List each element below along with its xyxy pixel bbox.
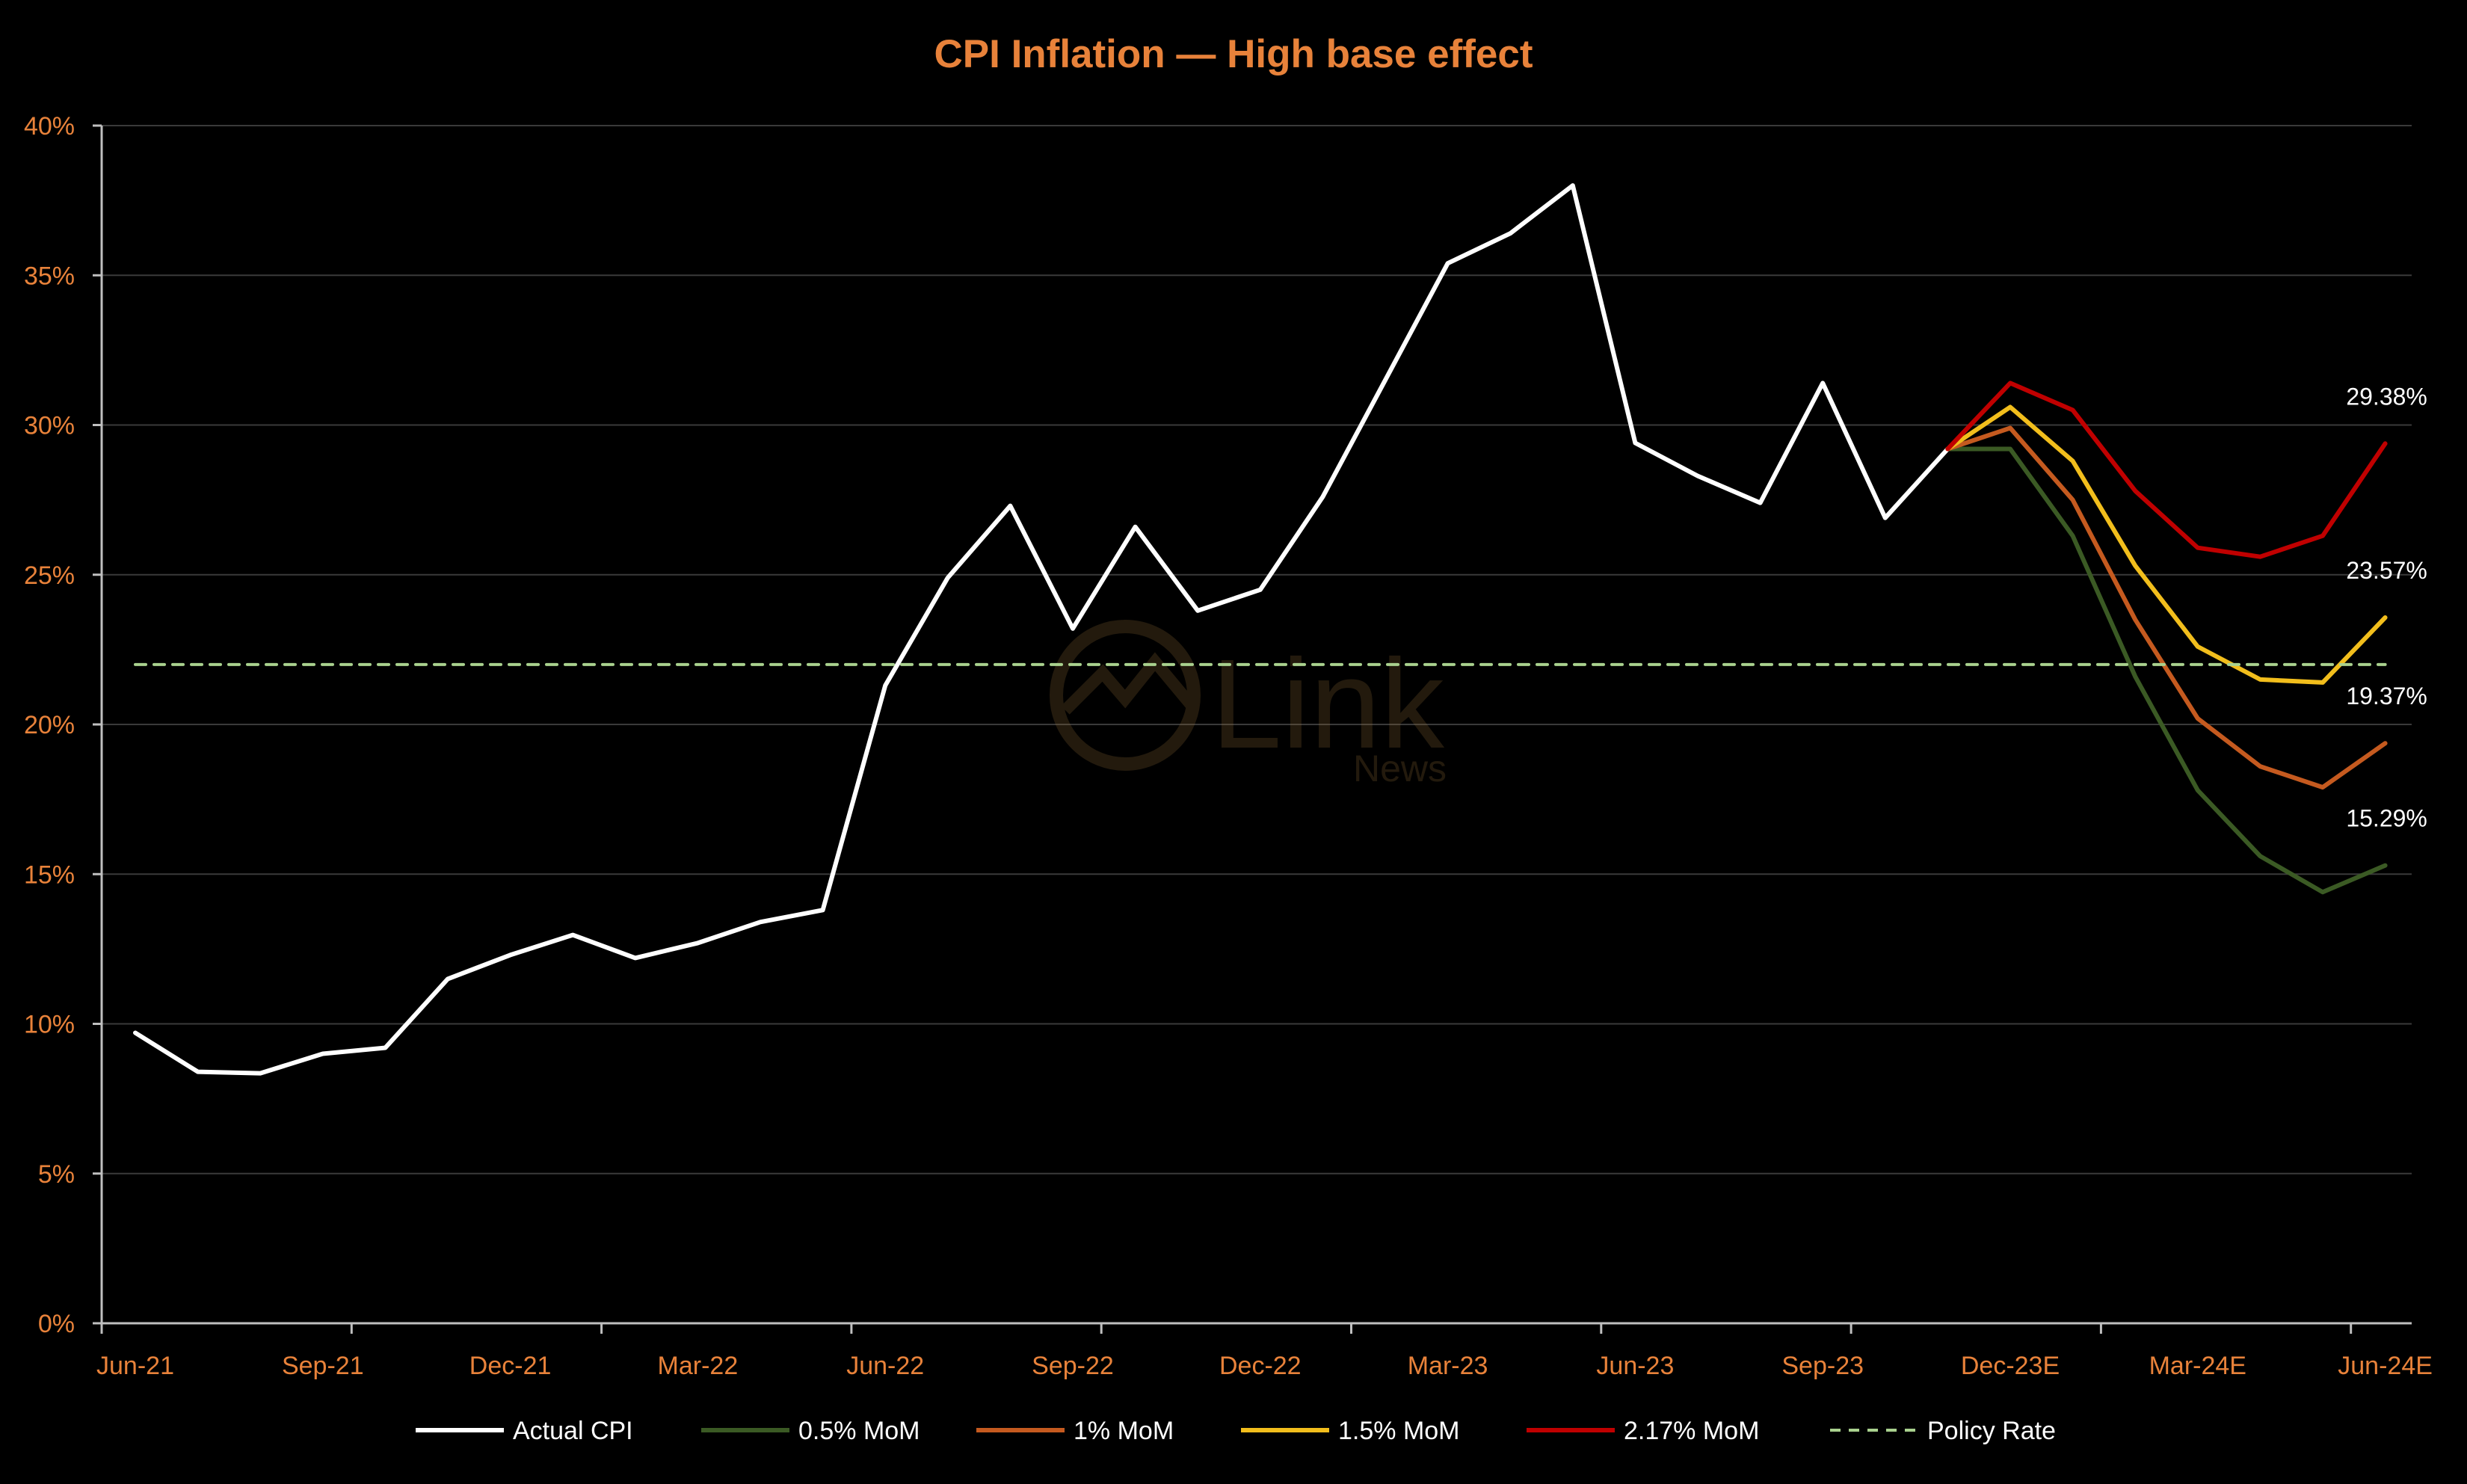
x-tick-label: Dec-23E: [1961, 1352, 2060, 1380]
y-tick-label: 40%: [24, 112, 75, 141]
legend-label: Policy Rate: [1927, 1417, 2056, 1445]
series-line-2-17-mom: [1945, 381, 2388, 559]
x-tick-label: Jun-23: [1596, 1352, 1674, 1380]
x-tick-label: Jun-22: [846, 1352, 924, 1380]
legend-label: 1% MoM: [1074, 1417, 1174, 1445]
end-label: 23.57%: [2346, 557, 2427, 584]
x-tick-label: Jun-24E: [2338, 1352, 2433, 1380]
watermark-sub: News: [1353, 748, 1447, 789]
chart-title: CPI Inflation — High base effect: [934, 32, 1533, 76]
legend-label: 0.5% MoM: [798, 1417, 920, 1445]
y-tick-label: 5%: [38, 1160, 75, 1189]
end-label: 19.37%: [2346, 683, 2427, 709]
end-label: 29.38%: [2346, 383, 2427, 410]
x-tick-label: Jun-21: [96, 1352, 174, 1380]
series-lines: [133, 183, 2388, 1076]
x-tick-label: Dec-22: [1219, 1352, 1302, 1380]
x-tick-label: Sep-22: [1032, 1352, 1114, 1380]
watermark-chart-glyph: [1061, 652, 1198, 715]
y-tick-label: 20%: [24, 711, 75, 739]
watermark-brand: Link: [1211, 633, 1445, 775]
y-tick-label: 30%: [24, 412, 75, 440]
y-tick-labels: 0% 5% 10% 15% 20% 25% 30% 35% 40%: [24, 112, 102, 1338]
x-tick-label: Mar-23: [1408, 1352, 1488, 1380]
legend-label: 2.17% MoM: [1624, 1417, 1759, 1445]
x-tick-label: Sep-23: [1781, 1352, 1864, 1380]
legend: Actual CPI 0.5% MoM 1% MoM 1.5% MoM 2.17% Mo…: [416, 1417, 2056, 1445]
x-tick-label: Dec-21: [469, 1352, 552, 1380]
x-tick-labels: Jun-21 Sep-21 Dec-21 Mar-22 Jun-22 Sep-22 Dec-…: [96, 1323, 2433, 1380]
y-tick-label: 15%: [24, 860, 75, 889]
y-tick-label: 35%: [24, 262, 75, 290]
legend-label: Actual CPI: [513, 1417, 633, 1445]
series-line-1-mom: [1945, 425, 2388, 790]
x-tick-label: Mar-24E: [2149, 1352, 2246, 1380]
end-label: 15.29%: [2346, 805, 2427, 832]
series-line-actual-cpi: [133, 183, 1950, 1076]
watermark-ring: [1050, 620, 1201, 771]
legend-label: 1.5% MoM: [1338, 1417, 1460, 1445]
y-tick-label: 10%: [24, 1011, 75, 1039]
end-labels: 15.29% 19.37% 23.57% 29.38%: [2346, 383, 2427, 831]
series-line-0-5-mom: [1945, 446, 2388, 895]
gridlines: [102, 125, 2412, 1174]
x-tick-label: Mar-22: [658, 1352, 739, 1380]
watermark-logo: Link News: [1050, 620, 1447, 789]
y-tick-label: 0%: [38, 1310, 75, 1338]
series-line-1-5-mom: [1945, 404, 2388, 685]
y-tick-label: 25%: [24, 561, 75, 590]
x-tick-label: Sep-21: [282, 1352, 364, 1380]
